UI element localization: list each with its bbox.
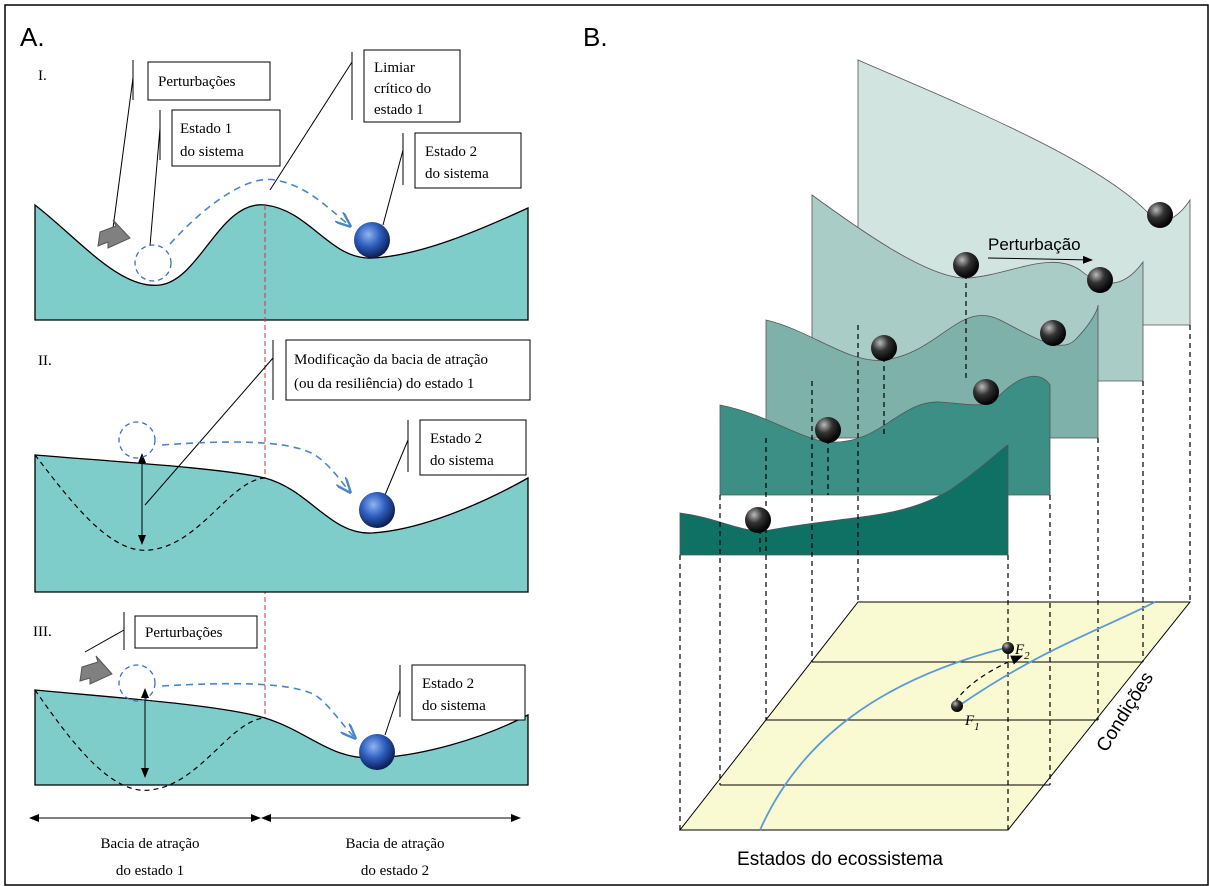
callout-text: estado 1	[374, 102, 424, 118]
point-subscript: 2	[1024, 650, 1030, 662]
callout-text: (ou da resiliência) do estado 1	[294, 376, 474, 392]
basin-label: Bacia de atração	[345, 836, 444, 852]
row-label: III.	[33, 624, 52, 640]
ball	[359, 492, 395, 528]
callout-text: Estado 2	[422, 676, 474, 692]
ball	[354, 222, 390, 258]
stability-planes	[680, 60, 1190, 555]
callout-text: do sistema	[425, 166, 489, 182]
callout: Estado 2 do sistema	[385, 665, 525, 735]
callout-text: Modificação da bacia de atração	[294, 352, 488, 368]
callout-text: do sistema	[180, 144, 244, 160]
callout-text: do sistema	[422, 698, 486, 714]
callout-text: Estado 1	[180, 121, 232, 137]
figure: A. I. Perturbações Estado 1 do sistema L…	[0, 0, 1209, 886]
panel-label: B.	[583, 22, 608, 52]
ghost-ball	[119, 422, 155, 458]
ball	[359, 734, 395, 770]
ghost-ball	[135, 245, 171, 281]
basin-label: Bacia de atração	[100, 836, 199, 852]
callout: Perturbações	[85, 612, 257, 652]
callout-text: crítico do	[374, 81, 431, 97]
callout: Estado 2 do sistema	[385, 420, 526, 495]
landscape	[35, 205, 528, 320]
row-label: II.	[38, 353, 52, 369]
axis-label: Estados do ecossistema	[737, 849, 943, 870]
landscape	[35, 455, 528, 592]
callout-text: Estado 2	[430, 431, 482, 447]
panel-label: A.	[20, 22, 45, 52]
point-subscript: 1	[974, 721, 980, 733]
callout-text: Limiar	[374, 60, 415, 76]
push-arrow	[80, 656, 112, 684]
callout-text: Perturbações	[145, 625, 223, 641]
basin-label: do estado 2	[361, 863, 429, 879]
callout-text: Perturbações	[158, 74, 236, 90]
callout: Estado 2 do sistema	[383, 133, 521, 225]
basin-label: do estado 1	[116, 863, 184, 879]
callout-text: Estado 2	[425, 144, 477, 160]
callout-text: do sistema	[430, 453, 494, 469]
arrow-label: Perturbação	[988, 235, 1081, 254]
row-label: I.	[38, 68, 47, 84]
ghost-ball	[119, 665, 155, 701]
